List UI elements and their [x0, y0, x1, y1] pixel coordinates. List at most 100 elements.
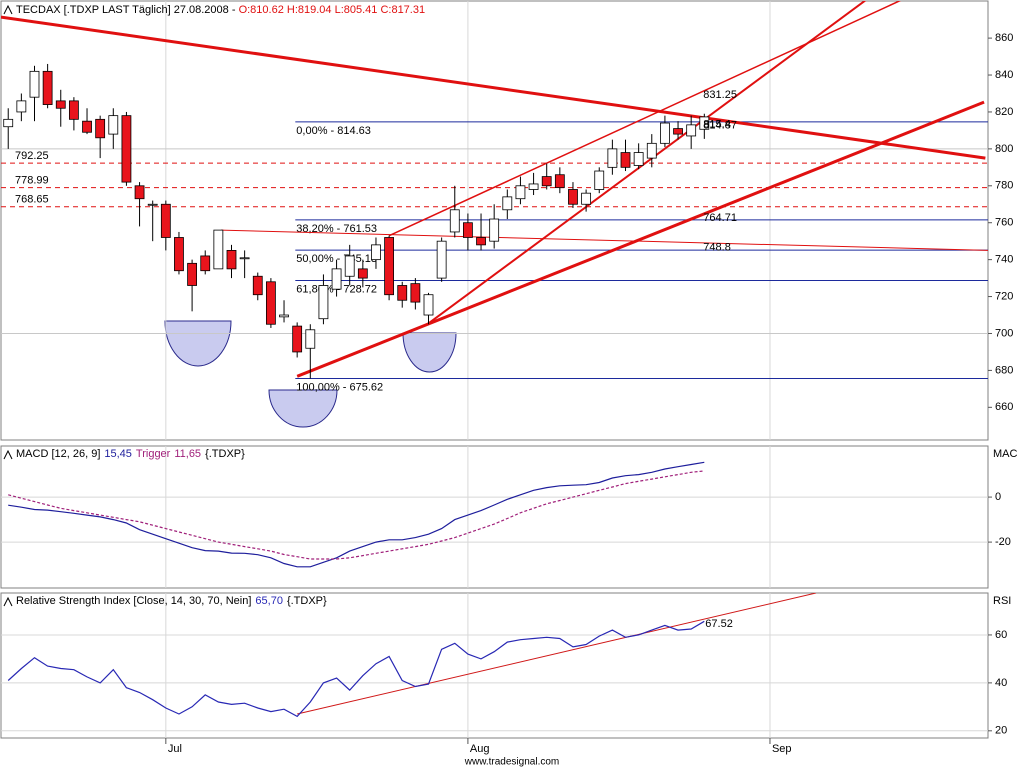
indicator-icon [3, 596, 13, 607]
candle-body [528, 183, 539, 190]
axis-label: MAC [993, 448, 1018, 460]
header-values: O:810.62 H:819.04 L:805.41 C:817.31 [239, 4, 426, 16]
candle-body [108, 115, 119, 135]
candle-body [423, 294, 434, 316]
y-tick-label: 660 [995, 401, 1013, 413]
candle-body [29, 70, 40, 98]
arc [268, 389, 338, 428]
candle-body [160, 203, 171, 238]
y-tick-label: 780 [995, 180, 1013, 192]
candle-body [384, 237, 395, 296]
candle-body [357, 268, 368, 279]
candle-body [82, 120, 92, 133]
candle-body [476, 237, 486, 246]
trend-value-label: 764.71 [703, 212, 737, 224]
candle-body [187, 262, 197, 286]
axis-label: RSI [993, 595, 1011, 607]
candle-body [449, 209, 460, 233]
trendline [1, 15, 986, 160]
fib-label: 38,20% - 761.53 [296, 223, 377, 235]
trendline [296, 100, 985, 378]
trendline [297, 593, 817, 715]
candle-body [568, 189, 578, 205]
candle-body [174, 237, 184, 272]
candle-body [265, 281, 276, 325]
panel-plot: 0,00% - 814.63 38,20% - 761.53 50,00% - 74… [1, 1, 988, 440]
candle-body [292, 325, 303, 353]
y-tick-label: 820 [995, 106, 1013, 118]
candle-body [660, 122, 670, 144]
pattern-arcs [164, 320, 457, 428]
y-tick-label: 800 [995, 143, 1013, 155]
plot-layer: 0,00% - 814.63 38,20% - 761.53 50,00% - 74… [1, 1, 1013, 755]
trendline [220, 229, 988, 251]
candle-body [344, 255, 355, 277]
header-value: 65,70 [255, 595, 283, 607]
support-label: 778.99 [15, 175, 49, 187]
candle-body [226, 250, 237, 270]
candle-body [3, 118, 14, 128]
candle-body [436, 240, 447, 279]
header-text: TECDAX [.TDXP LAST Täglich] 27.08.2008 - [16, 4, 239, 16]
candle-body [239, 257, 250, 260]
y-tick-label: 40 [995, 677, 1007, 689]
panel-plot: 67.52 [1, 593, 988, 738]
candle-body [607, 148, 618, 168]
indicator-icon [3, 4, 13, 15]
indicator-icon [3, 449, 13, 460]
price-header: TECDAX [.TDXP LAST Täglich] 27.08.2008 -… [16, 4, 425, 16]
fib-label: 0,00% - 814.63 [296, 125, 371, 137]
header-source: {.TDXP} [205, 448, 245, 460]
candle-body [55, 100, 66, 109]
y-tick-label: 720 [995, 290, 1013, 302]
header-text: Relative Strength Index [Close, 14, 30, … [16, 595, 251, 607]
y-tick-label: 680 [995, 364, 1013, 376]
trendline [425, 1, 867, 327]
candle-body [397, 285, 408, 301]
candle-body [581, 192, 592, 205]
fib-label: 50,00% - 745.13 [296, 253, 377, 265]
trend-value-label: 814.87 [703, 119, 737, 131]
header-text: MACD [12, 26, 9] [16, 448, 100, 460]
series-line [8, 470, 705, 560]
header-value: 15,45 [104, 448, 132, 460]
y-tick-label: 840 [995, 69, 1013, 81]
candle-body [279, 314, 289, 318]
trend-value-label: 67.52 [705, 618, 733, 630]
trend-value-label: 831.25 [703, 89, 737, 101]
candle-body [699, 116, 710, 130]
support-label: 768.65 [15, 194, 49, 206]
candle-body [318, 285, 329, 320]
candle-body [42, 70, 53, 105]
series-line [8, 461, 705, 568]
arc [164, 320, 232, 367]
series-line [7, 620, 705, 718]
x-tick-label: Aug [470, 743, 490, 755]
candle-body [673, 128, 683, 135]
y-tick-label: 700 [995, 327, 1013, 339]
candle-body [410, 283, 421, 303]
candle-body [594, 170, 605, 190]
y-tick-label: 60 [995, 629, 1007, 641]
candle-body [331, 268, 342, 290]
x-tick-label: Sep [772, 743, 792, 755]
rsi-panel [0, 592, 989, 739]
y-tick-label: 20 [995, 725, 1007, 737]
candle-body [16, 100, 27, 113]
candle-body [371, 244, 381, 261]
header-source: {.TDXP} [287, 595, 327, 607]
trend-value-label: 815.4 [703, 118, 731, 130]
header-value: 11,65 [174, 448, 201, 460]
candle-body [121, 115, 132, 183]
candle-body [646, 142, 657, 159]
candle-body [463, 222, 473, 238]
macd-header: MACD [12, 26, 9] 15,45 Trigger 11,65 {.TDXP} [16, 448, 245, 460]
arc [402, 332, 457, 373]
candle-body [686, 124, 697, 137]
candle-body [305, 329, 316, 349]
x-tick-label: Jul [168, 743, 182, 755]
candle-body [554, 174, 565, 189]
macd-panel [0, 445, 989, 589]
candle-body [620, 152, 631, 168]
